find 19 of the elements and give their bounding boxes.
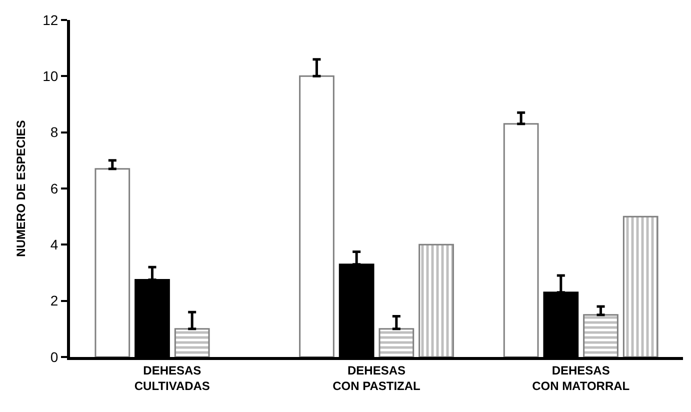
bar — [378, 328, 414, 357]
y-tick-label: 10 — [42, 68, 58, 84]
y-tick-label: 12 — [42, 12, 58, 28]
bar — [94, 168, 130, 357]
x-tick-label: DEHESAS CON PASTIZAL — [332, 363, 420, 393]
y-tick-label: 0 — [50, 348, 58, 365]
bar — [583, 314, 618, 357]
y-tick-label: 8 — [50, 124, 58, 140]
bar — [299, 75, 334, 357]
y-tick-label: 6 — [50, 180, 58, 196]
bar — [622, 216, 658, 357]
bar — [503, 123, 539, 357]
x-tick-label: DEHESAS CULTIVADAS — [134, 363, 210, 393]
bar — [418, 244, 454, 357]
bar — [174, 328, 210, 357]
y-tick-label: 4 — [50, 236, 58, 253]
y-tick-label: 2 — [50, 292, 58, 309]
y-axis-title: NUMERO DE ESPECIES — [14, 120, 28, 257]
x-tick-label: DEHESAS CON MATORRAL — [532, 363, 630, 393]
